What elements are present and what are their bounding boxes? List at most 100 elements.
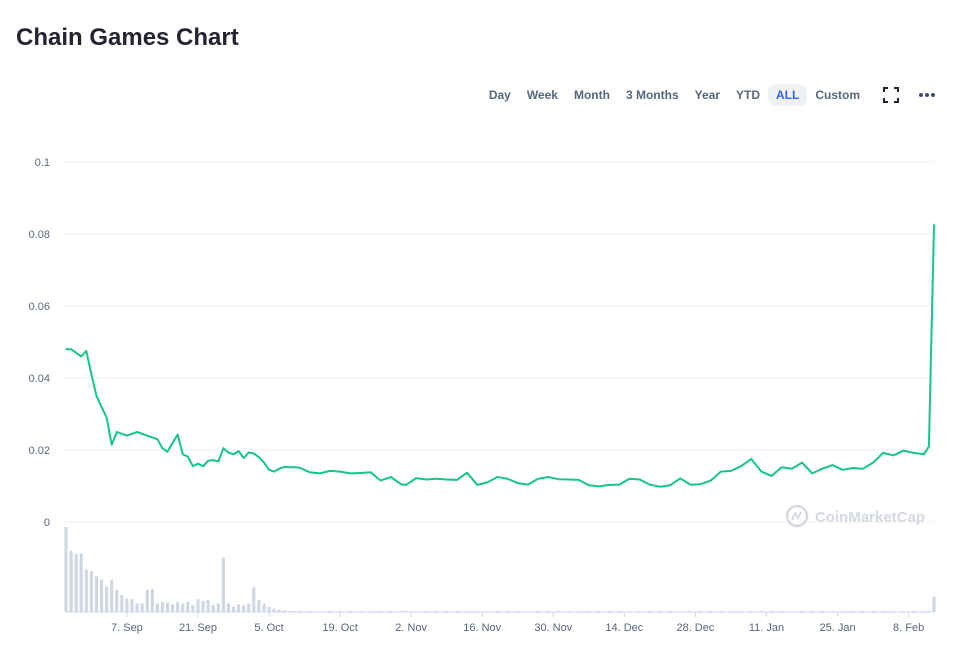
- volume-bar: [262, 603, 266, 612]
- price-point: [207, 459, 210, 462]
- x-tick-label: 7. Sep: [111, 622, 143, 634]
- volume-bar: [475, 611, 479, 612]
- volume-bar: [181, 603, 185, 612]
- x-tick-label: 30. Nov: [534, 622, 572, 634]
- price-point: [415, 477, 418, 479]
- y-tick-label: 0.06: [29, 301, 50, 313]
- price-point: [750, 458, 753, 460]
- range-month-button[interactable]: Month: [573, 88, 610, 102]
- range-week-button[interactable]: Week: [526, 88, 558, 102]
- price-point: [293, 466, 296, 469]
- grid-lines: [62, 161, 934, 523]
- price-point: [928, 445, 930, 448]
- chart-title: Chain Games Chart: [16, 24, 239, 51]
- range-custom-button[interactable]: Custom: [815, 88, 860, 102]
- volume-bar: [318, 611, 322, 612]
- price-point: [136, 431, 138, 433]
- volume-bar: [455, 611, 459, 612]
- range-toolbar: Day Week Month 3 Months Year YTD ALL Cus…: [481, 84, 940, 106]
- volume-bar: [495, 611, 500, 612]
- volume-bar: [257, 600, 261, 612]
- volume-bar: [627, 611, 632, 612]
- price-point: [217, 460, 220, 463]
- volume-bar: [922, 611, 926, 612]
- price-point: [770, 475, 773, 477]
- price-point: [222, 447, 225, 450]
- volume-bar: [536, 611, 540, 612]
- volume-bar: [115, 589, 119, 612]
- price-point: [146, 434, 149, 437]
- volume-bar: [506, 611, 510, 612]
- more-options-icon[interactable]: [914, 84, 940, 106]
- price-point: [197, 462, 199, 465]
- volume-bar: [566, 611, 571, 612]
- volume-bar: [871, 611, 875, 612]
- volume-bar: [237, 604, 241, 612]
- volume-bar: [688, 611, 692, 612]
- price-point: [821, 467, 824, 470]
- price-point: [699, 483, 702, 486]
- price-point: [318, 472, 321, 475]
- price-point: [780, 466, 783, 469]
- volume-bar: [150, 589, 154, 612]
- volume-bar: [160, 601, 164, 612]
- volume-bar: [64, 527, 68, 612]
- volume-bar: [790, 611, 794, 612]
- price-point: [730, 469, 732, 472]
- volume-bar: [389, 611, 393, 612]
- price-point: [237, 450, 240, 452]
- volume-bar: [211, 605, 215, 612]
- price-point: [141, 432, 144, 435]
- price-point: [75, 351, 78, 354]
- range-3-months-button[interactable]: 3 Months: [625, 88, 679, 102]
- volume-bar: [607, 611, 611, 612]
- volume-bar: [297, 611, 302, 612]
- price-point: [567, 478, 570, 481]
- price-point: [252, 452, 255, 455]
- volume-bar: [912, 611, 916, 612]
- volume-bar: [287, 611, 291, 612]
- volume-bar: [171, 604, 175, 612]
- volume-bar: [247, 603, 251, 612]
- price-point: [527, 483, 529, 486]
- price-point: [80, 355, 83, 358]
- volume-bar: [851, 611, 855, 612]
- price-point: [902, 449, 905, 452]
- volume-bar: [191, 605, 195, 612]
- volume-bar: [901, 611, 906, 612]
- coinmarketcap-watermark: CoinMarketCap: [785, 504, 925, 528]
- volume-bar: [749, 611, 753, 612]
- volume-bar: [516, 611, 520, 612]
- price-point: [349, 472, 352, 475]
- price-point: [648, 483, 651, 486]
- price-point: [638, 478, 641, 481]
- range-ytd-button[interactable]: YTD: [736, 88, 760, 102]
- volume-bar: [434, 611, 439, 612]
- volume-bar: [328, 611, 332, 612]
- volume-bar: [145, 589, 149, 612]
- price-point: [212, 459, 215, 461]
- price-point: [257, 456, 260, 459]
- range-all-button[interactable]: ALL: [768, 84, 808, 106]
- volume-bar: [242, 605, 246, 612]
- price-point: [882, 451, 885, 454]
- range-year-button[interactable]: Year: [694, 88, 720, 102]
- price-point: [719, 470, 722, 473]
- price-point: [379, 479, 382, 482]
- volume-bar: [399, 611, 403, 612]
- range-day-button[interactable]: Day: [488, 88, 511, 102]
- volume-bar: [94, 576, 99, 612]
- volume-bar: [485, 611, 489, 612]
- volume-bar: [648, 611, 652, 612]
- volume-bar: [277, 609, 281, 612]
- price-point: [933, 224, 935, 226]
- price-point: [263, 461, 265, 464]
- price-point: [658, 485, 661, 488]
- price-point: [339, 470, 342, 473]
- price-point: [587, 484, 590, 487]
- volume-bar: [120, 595, 124, 612]
- volume-bar: [861, 611, 865, 612]
- price-point: [227, 451, 230, 454]
- fullscreen-icon[interactable]: [878, 84, 904, 106]
- volume-bar: [820, 611, 824, 612]
